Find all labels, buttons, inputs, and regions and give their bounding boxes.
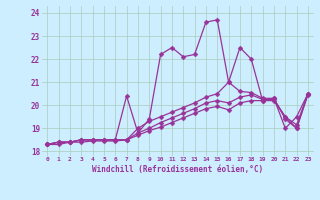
X-axis label: Windchill (Refroidissement éolien,°C): Windchill (Refroidissement éolien,°C) [92,165,263,174]
